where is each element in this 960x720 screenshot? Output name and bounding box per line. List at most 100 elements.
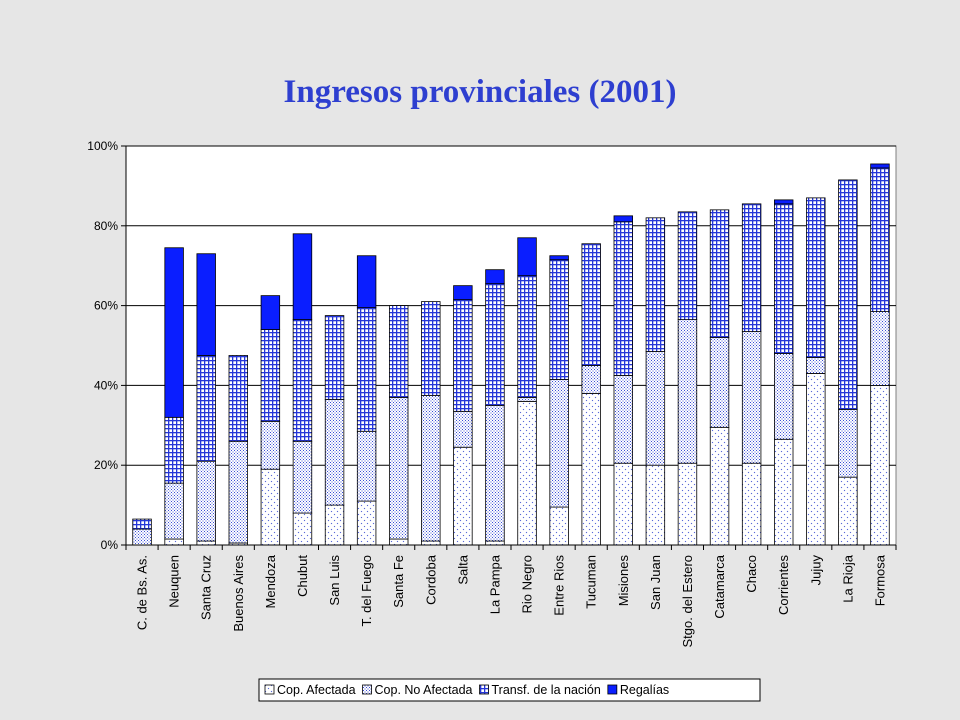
bar-segment [453,299,473,412]
bar-segment [260,468,281,546]
bar-segment [228,355,249,442]
bar-segment [709,209,730,338]
y-tick-label: 40% [94,378,118,392]
bar-segment [549,379,569,508]
bar-segment [356,500,377,546]
bar-segment [421,394,441,542]
x-axis: C. de Bs. As. Neuquen Santa Cruz Buenos Air… [125,544,897,648]
legend-swatch [479,684,489,695]
bar-segment [709,337,730,428]
bar-segment [581,365,601,394]
x-tick-label: Formosa [872,554,887,606]
legend-label: Cop. Afectada [277,683,356,697]
plot-area [125,145,897,546]
bar-segment [196,253,216,356]
x-tick-label: San Luis [327,555,342,606]
bar-segment [870,384,890,546]
x-tick-label: Salta [455,554,470,584]
gridlines [126,145,896,466]
bar-segment [453,446,473,546]
legend: Cop. Afectada Cop. No Afectada Transf. de … [258,678,761,702]
bar-segment [453,410,473,448]
x-tick-label: Rio Negro [520,555,535,614]
bar-segment [838,179,858,410]
bar-segment [485,283,505,406]
x-tick-label: Santa Fe [391,555,406,608]
x-tick-label: Neuquen [167,555,182,608]
bar-segment [132,528,152,546]
bar-segment [806,357,826,374]
bar-segment [838,408,858,478]
bar-segment [164,416,184,484]
y-tick-label: 60% [94,299,118,313]
bar-segment [549,259,569,380]
x-tick-label: Jujuy [808,555,823,586]
bar-segment [677,319,698,464]
bar-segment [356,307,377,432]
bar-segment [870,163,890,169]
legend-label: Cop. No Afectada [375,683,473,697]
bar-segment [292,233,313,320]
bar-segment [774,199,794,205]
bar-segment [549,255,569,261]
bar-segment [774,203,794,354]
bar-segment [517,237,537,277]
bar-segment [613,221,633,376]
bar-segment [645,351,666,466]
bar-segment [517,400,537,546]
x-tick-label: La Pampa [487,554,502,614]
y-axis: 0% 20% 40% 60% 80% 100% [87,139,127,552]
bar-segment [356,255,377,308]
bar-segment [870,167,890,312]
bar-segment [774,353,794,440]
bar-segment [613,375,633,464]
bar-segment [260,295,281,330]
bar-segment [741,331,762,464]
x-tick-label: Entre Rios [552,555,567,616]
bar-segment [421,301,441,396]
y-tick-label: 80% [94,219,118,233]
bar-segment [581,392,601,546]
x-tick-label: Misiones [616,555,631,607]
bar-segment [132,518,152,530]
bar-segment [324,315,345,400]
legend-swatch [362,684,372,695]
bar-segment [485,540,505,546]
bar-segment [741,203,762,332]
x-tick-label: Catamarca [712,554,727,618]
bar-segment [806,373,826,546]
bar-segment [709,426,730,546]
bar-segment [388,305,409,398]
legend-swatch [607,684,618,695]
y-tick-label: 100% [87,139,118,153]
bar-segment [164,247,184,418]
bar-segment [613,462,633,546]
bar-segment [196,540,216,546]
x-tick-label: Chaco [744,555,759,593]
bar-segment [517,275,537,398]
x-tick-label: T. del Fuego [359,555,374,627]
bar-segment [292,319,313,442]
y-tick-label: 20% [94,458,118,472]
x-tick-label: San Juan [648,555,663,610]
bar-segment [517,396,537,402]
x-tick-label: Cordoba [423,554,438,605]
bar-segment [164,482,184,540]
legend-swatch [264,684,275,695]
bar-segment [421,540,441,546]
bar-segment [645,217,666,352]
x-tick-label: Santa Cruz [199,555,214,620]
bar-segment [196,460,216,542]
bar-segment [549,506,569,546]
x-tick-label: Buenos Aires [231,555,246,632]
chart-title: Ingresos provinciales (2001) [283,74,677,110]
bar-segment [453,285,473,301]
bar-segment [870,311,890,386]
y-tick-label: 0% [101,538,119,552]
x-tick-label: C. de Bs. As. [135,555,150,630]
bar-segment [260,329,281,422]
bar-segment [645,464,666,546]
x-tick-label: Chubut [295,555,310,597]
bar-segment [581,243,601,366]
bars [132,163,890,546]
